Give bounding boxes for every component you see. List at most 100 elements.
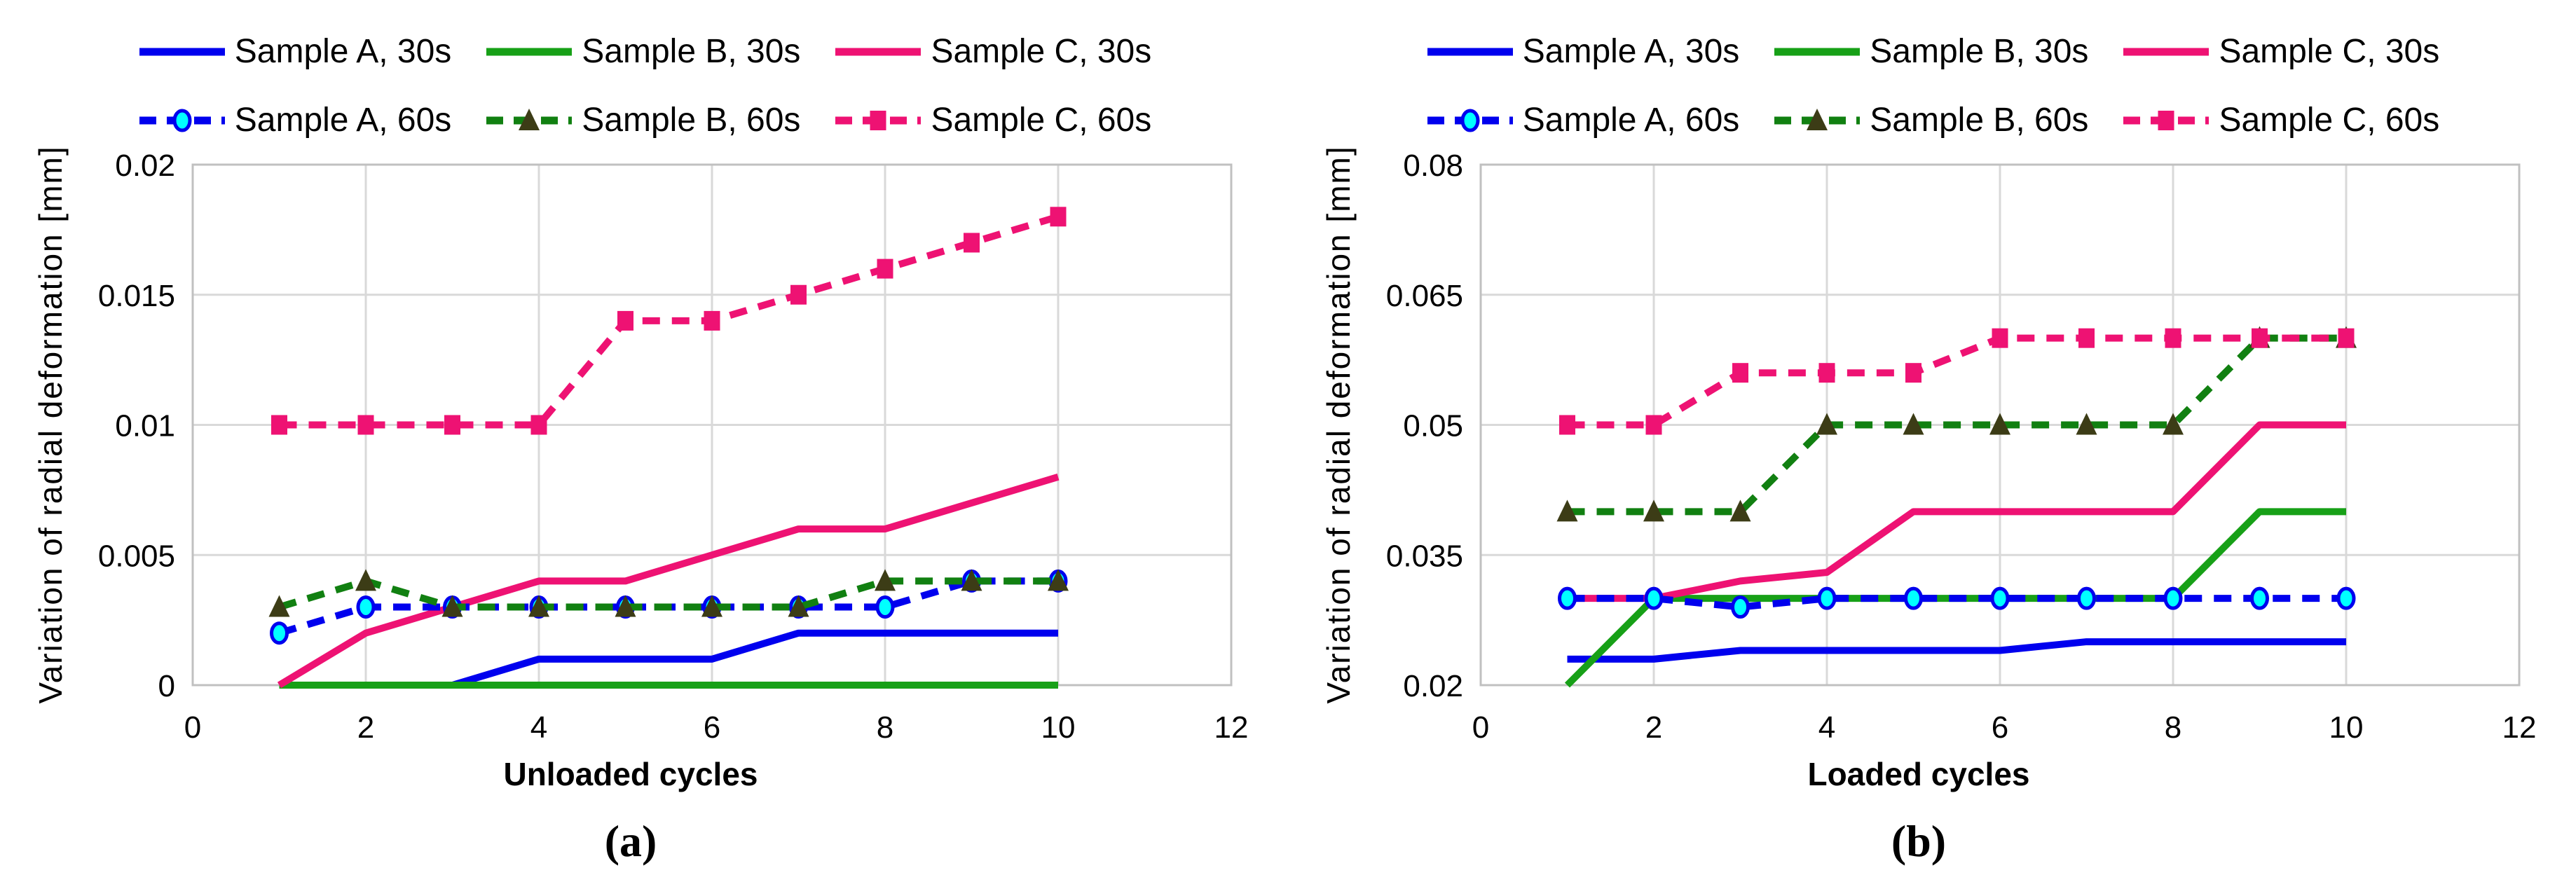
y-tick-label: 0.02 <box>115 149 175 183</box>
marker-square-sample-c-60s <box>1992 328 2008 348</box>
marker-square-sample-c-60s <box>357 415 374 435</box>
marker-triangle-sample-b-60s <box>875 569 896 591</box>
legend-label: Sample A, 60s <box>1522 102 1740 139</box>
marker-square-sample-c-60s <box>2252 328 2268 348</box>
marker-square-sample-c-60s <box>1905 363 1921 383</box>
legend-label: Sample A, 60s <box>234 102 452 139</box>
legend-swatch-solid-line-icon <box>139 48 225 56</box>
x-tick-label: 4 <box>530 710 547 745</box>
legend-item-sample-a-60s: Sample A, 60s <box>137 101 452 140</box>
marker-circle-sample-a-60s <box>2077 586 2096 610</box>
legend-item-sample-b-60s: Sample B, 60s <box>1772 101 2088 140</box>
series-line-sample-c-30s <box>277 474 1060 689</box>
legend-swatch-solid-line-icon <box>1427 48 1513 56</box>
marker-circle-sample-a-60s <box>875 595 895 619</box>
marker-square-sample-c-60s <box>1645 415 1662 435</box>
legend-label: Sample A, 30s <box>1522 33 1740 70</box>
legend-label: Sample C, 30s <box>931 33 1152 70</box>
marker-square-sample-c-60s <box>2078 328 2095 348</box>
legend-item-sample-a-30s: Sample A, 30s <box>1425 32 1740 71</box>
marker-triangle-sample-b-60s <box>441 595 463 617</box>
marker-square-sample-c-60s <box>444 415 460 435</box>
marker-triangle-sample-b-60s <box>2163 413 2184 435</box>
legend-item-sample-c-30s: Sample C, 30s <box>2121 32 2439 71</box>
series-line-sample-b-60s <box>1567 334 2346 516</box>
marker-square-sample-c-60s <box>1050 207 1067 227</box>
plot-border <box>1479 163 2521 687</box>
y-axis-title-a: Variation of radial deformation [mm] <box>32 145 69 704</box>
tick-labels-group: 0 2 4 6 8 10 12 0 0.005 0.01 0.015 0.02 <box>98 149 1249 745</box>
x-tick-label: 10 <box>1041 710 1076 745</box>
marker-circle-sample-a-60s <box>1817 586 1837 610</box>
marker-triangle-sample-b-60s <box>1048 569 1069 591</box>
x-tick-label: 4 <box>1818 710 1835 745</box>
y-tick-label: 0.08 <box>1403 149 1463 183</box>
legend-label: Sample B, 30s <box>582 33 801 70</box>
y-tick-label: 0.035 <box>1386 539 1463 573</box>
marker-circle-sample-a-60s <box>356 595 376 619</box>
y-tick-label: 0.015 <box>98 279 175 313</box>
legend-item-sample-b-60s: Sample B, 60s <box>484 101 800 140</box>
legend-swatch-solid-line-icon <box>486 48 573 56</box>
marker-triangle-sample-b-60s <box>268 595 290 617</box>
legend-swatch-dashed-line-icon <box>139 109 225 132</box>
marker-square-sample-c-60s <box>2165 328 2181 348</box>
marker-triangle-sample-b-60s <box>2076 413 2097 435</box>
legend-swatch-dashed-line-icon <box>835 111 922 130</box>
y-tick-label: 0.005 <box>98 539 175 573</box>
legend-item-sample-c-30s: Sample C, 30s <box>833 32 1151 71</box>
marker-triangle-sample-b-60s <box>1816 413 1837 435</box>
chart-canvas-b: 0 2 4 6 8 10 12 0.02 0.035 0.05 0.065 0.08 <box>1386 149 2537 745</box>
legend-swatch-dashed-line-icon <box>1774 109 1861 130</box>
legend-label: Sample B, 60s <box>582 102 801 139</box>
marker-triangle-sample-b-60s <box>961 569 982 591</box>
legend-swatch-solid-line-icon <box>835 48 922 56</box>
x-tick-label: 8 <box>2165 710 2181 745</box>
legend-swatch-solid-line-icon <box>1774 48 1861 56</box>
legend-item-sample-a-30s: Sample A, 30s <box>137 32 452 71</box>
legend-triangle-marker-icon <box>1807 109 1828 130</box>
y-tick-label: 0.05 <box>1403 409 1463 443</box>
x-tick-label: 0 <box>184 710 201 745</box>
marker-circle-sample-a-60s <box>1558 586 1577 610</box>
x-tick-label: 10 <box>2329 710 2364 745</box>
marker-triangle-sample-b-60s <box>528 595 549 617</box>
legend-row1-b: Sample A, 30s Sample B, 30s Sample C, 30s <box>1288 31 2576 73</box>
legend-label: Sample C, 60s <box>931 102 1152 139</box>
marker-triangle-sample-b-60s <box>788 595 809 617</box>
marker-square-sample-c-60s <box>530 415 547 435</box>
legend-swatch-solid-line-icon <box>2123 48 2210 56</box>
legend-label: Sample C, 60s <box>2219 102 2440 139</box>
chart-panel-a: Sample A, 30s Sample B, 30s Sample C, 30s … <box>32 32 1249 866</box>
marker-square-sample-c-60s <box>2338 328 2355 348</box>
legend-label: Sample B, 60s <box>1870 102 2089 139</box>
series-line-sample-a-60s <box>1567 595 2346 611</box>
legend-square-marker-icon <box>870 111 886 130</box>
series-line-sample-c-60s <box>279 213 1060 429</box>
x-axis-title-a: Unloaded cycles <box>503 756 758 792</box>
marker-circle-sample-a-60s <box>1904 586 1923 610</box>
marker-triangle-sample-b-60s <box>1729 499 1751 522</box>
marker-square-sample-c-60s <box>877 259 893 279</box>
x-tick-label: 2 <box>1645 710 1662 745</box>
legend-item-sample-c-60s: Sample C, 60s <box>2121 101 2439 140</box>
series-line-sample-a-30s <box>279 629 1058 689</box>
legend-item-sample-c-60s: Sample C, 60s <box>833 101 1151 140</box>
chart-canvas-a: 0 2 4 6 8 10 12 0 0.005 0.01 0.015 0.02 <box>98 149 1249 745</box>
legend-swatch-dashed-line-icon <box>2123 111 2210 130</box>
marker-square-sample-c-60s <box>271 415 287 435</box>
marker-triangle-sample-b-60s <box>701 595 722 617</box>
legend-circle-marker-icon <box>172 109 192 132</box>
legend-label: Sample C, 30s <box>2219 33 2440 70</box>
legend-swatch-dashed-line-icon <box>486 109 573 130</box>
legend-label: Sample A, 30s <box>234 33 452 70</box>
y-tick-label: 0 <box>158 669 175 703</box>
y-tick-label: 0.01 <box>115 409 175 443</box>
legend-circle-marker-icon <box>1460 109 1480 132</box>
legend-item-sample-b-30s: Sample B, 30s <box>484 32 800 71</box>
marker-square-sample-c-60s <box>617 310 633 331</box>
series-line-sample-a-30s <box>1567 638 2346 663</box>
x-axis-title-b: Loaded cycles <box>1807 756 2030 792</box>
legend-item-sample-a-60s: Sample A, 60s <box>1425 101 1740 140</box>
